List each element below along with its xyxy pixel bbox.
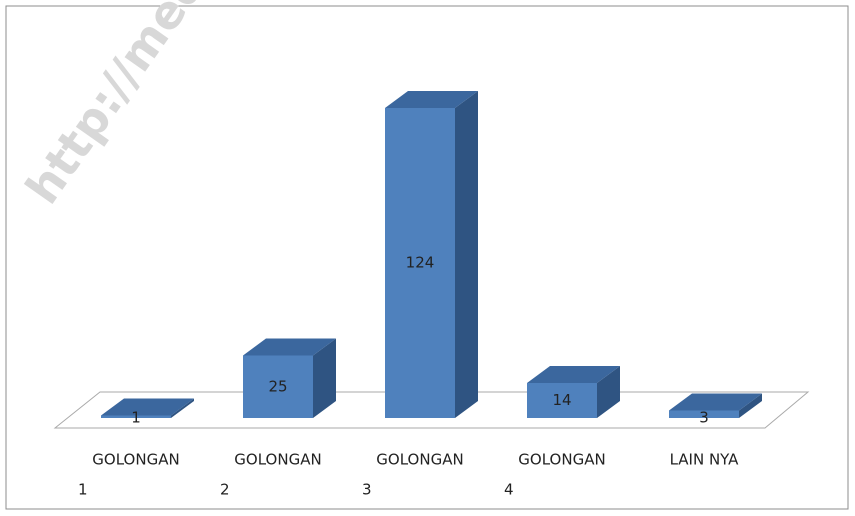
x-tick-label: 1	[78, 481, 88, 499]
x-tick-label: 3	[362, 481, 372, 499]
x-tick-label: 2	[220, 481, 230, 499]
data-label: 25	[268, 377, 287, 395]
bar-side	[739, 393, 762, 418]
x-tick-label: GOLONGAN	[234, 451, 321, 469]
x-tick-label: GOLONGAN	[92, 451, 179, 469]
data-label: 3	[699, 409, 709, 427]
bar-top	[385, 91, 478, 108]
bar-side	[597, 366, 620, 418]
bar-side	[455, 91, 478, 418]
bar-top	[669, 393, 762, 411]
x-tick-label: GOLONGAN	[376, 451, 463, 469]
bar	[385, 108, 455, 418]
bar	[527, 383, 597, 418]
bar-side	[171, 398, 194, 418]
bar	[101, 415, 171, 418]
data-label: 14	[552, 391, 571, 409]
x-tick-label: 4	[504, 481, 514, 499]
bar-top	[243, 338, 336, 356]
data-label: 124	[406, 254, 435, 272]
bar-top	[101, 398, 194, 416]
x-tick-label: GOLONGAN	[518, 451, 605, 469]
data-label: 1	[131, 409, 141, 427]
bar	[243, 355, 313, 418]
bar	[669, 410, 739, 418]
bar-top	[527, 366, 620, 383]
bar-side	[313, 338, 336, 418]
x-tick-label: LAIN NYA	[670, 451, 740, 469]
